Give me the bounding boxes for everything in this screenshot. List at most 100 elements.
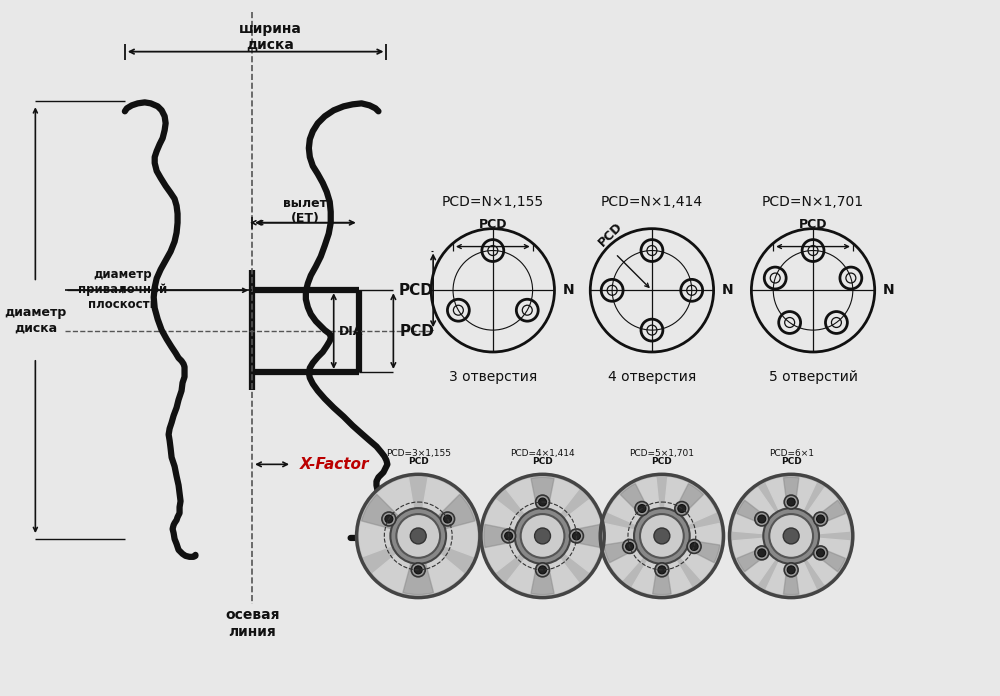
Circle shape [817, 549, 825, 557]
Text: вылет
(ET): вылет (ET) [283, 197, 327, 225]
Circle shape [784, 563, 798, 577]
Circle shape [357, 474, 480, 598]
Wedge shape [484, 500, 525, 572]
Wedge shape [653, 557, 671, 594]
Wedge shape [373, 550, 463, 594]
Wedge shape [603, 523, 647, 580]
Wedge shape [804, 488, 850, 534]
Circle shape [755, 512, 769, 526]
Circle shape [658, 566, 666, 574]
Text: X-Factor: X-Factor [300, 457, 369, 472]
Circle shape [640, 514, 684, 557]
Wedge shape [676, 523, 721, 580]
Wedge shape [560, 500, 601, 572]
Circle shape [444, 515, 452, 523]
Wedge shape [804, 538, 850, 584]
Circle shape [787, 498, 795, 506]
Circle shape [758, 549, 766, 557]
Circle shape [539, 498, 547, 506]
Circle shape [814, 546, 827, 560]
Circle shape [515, 508, 570, 564]
Circle shape [634, 508, 690, 564]
Wedge shape [608, 477, 660, 527]
Text: ширина
диска: ширина диска [239, 22, 302, 52]
Circle shape [817, 515, 825, 523]
Text: PCD: PCD [596, 219, 625, 248]
Text: PCD: PCD [781, 457, 802, 466]
Wedge shape [531, 557, 554, 594]
Circle shape [678, 505, 686, 512]
Circle shape [600, 474, 724, 598]
Wedge shape [733, 538, 779, 584]
Text: 5 отверстий: 5 отверстий [769, 370, 858, 384]
Circle shape [730, 474, 853, 598]
Wedge shape [507, 553, 579, 594]
Text: PCD: PCD [398, 283, 433, 298]
Text: PCD=5×1,701: PCD=5×1,701 [629, 450, 694, 459]
Circle shape [441, 512, 455, 526]
Wedge shape [604, 539, 642, 562]
Wedge shape [809, 500, 845, 528]
Wedge shape [783, 557, 799, 594]
Circle shape [675, 502, 689, 516]
Circle shape [758, 515, 766, 523]
Circle shape [769, 514, 813, 557]
Wedge shape [434, 494, 475, 530]
Text: DIA: DIA [339, 324, 363, 338]
Text: PCD: PCD [532, 457, 553, 466]
Circle shape [626, 542, 634, 551]
Text: 3 отверстия: 3 отверстия [449, 370, 537, 384]
Text: N: N [883, 283, 894, 297]
Wedge shape [733, 488, 779, 534]
Wedge shape [484, 524, 521, 548]
Circle shape [385, 515, 393, 523]
Text: N: N [722, 283, 733, 297]
Circle shape [783, 528, 799, 544]
Circle shape [382, 512, 396, 526]
Wedge shape [737, 500, 774, 528]
Wedge shape [362, 494, 403, 530]
Wedge shape [507, 477, 579, 519]
Circle shape [687, 539, 701, 553]
Wedge shape [766, 477, 816, 516]
Wedge shape [531, 477, 554, 514]
Circle shape [638, 505, 646, 512]
Circle shape [814, 512, 827, 526]
Circle shape [414, 566, 422, 574]
Circle shape [635, 502, 649, 516]
Text: PCD: PCD [408, 457, 429, 466]
Circle shape [481, 474, 604, 598]
Circle shape [763, 508, 819, 564]
Circle shape [390, 508, 446, 564]
Circle shape [787, 566, 795, 574]
Wedge shape [620, 484, 652, 521]
Wedge shape [672, 484, 703, 521]
Text: PCD: PCD [399, 324, 434, 338]
Wedge shape [360, 478, 415, 556]
Wedge shape [737, 544, 774, 571]
Circle shape [396, 514, 440, 557]
Circle shape [784, 495, 798, 509]
Circle shape [755, 546, 769, 560]
Circle shape [410, 528, 426, 544]
Text: диаметр
привалочной
плоскости: диаметр привалочной плоскости [78, 269, 167, 311]
Circle shape [411, 563, 425, 577]
Text: PCD=4×1,414: PCD=4×1,414 [510, 450, 575, 459]
Circle shape [569, 529, 583, 543]
Text: PCD=N×1,701: PCD=N×1,701 [762, 195, 864, 209]
Text: PCD: PCD [652, 457, 672, 466]
Circle shape [623, 539, 637, 553]
Text: PCD: PCD [479, 218, 507, 230]
Wedge shape [681, 539, 720, 562]
Wedge shape [564, 524, 601, 548]
Text: осевая
линия: осевая линия [225, 608, 279, 638]
Circle shape [654, 528, 670, 544]
Circle shape [535, 528, 550, 544]
Circle shape [536, 495, 550, 509]
Circle shape [536, 563, 550, 577]
Circle shape [572, 532, 580, 540]
Circle shape [521, 514, 564, 557]
Text: PCD=N×1,155: PCD=N×1,155 [442, 195, 544, 209]
Wedge shape [766, 555, 816, 594]
Wedge shape [403, 557, 434, 594]
